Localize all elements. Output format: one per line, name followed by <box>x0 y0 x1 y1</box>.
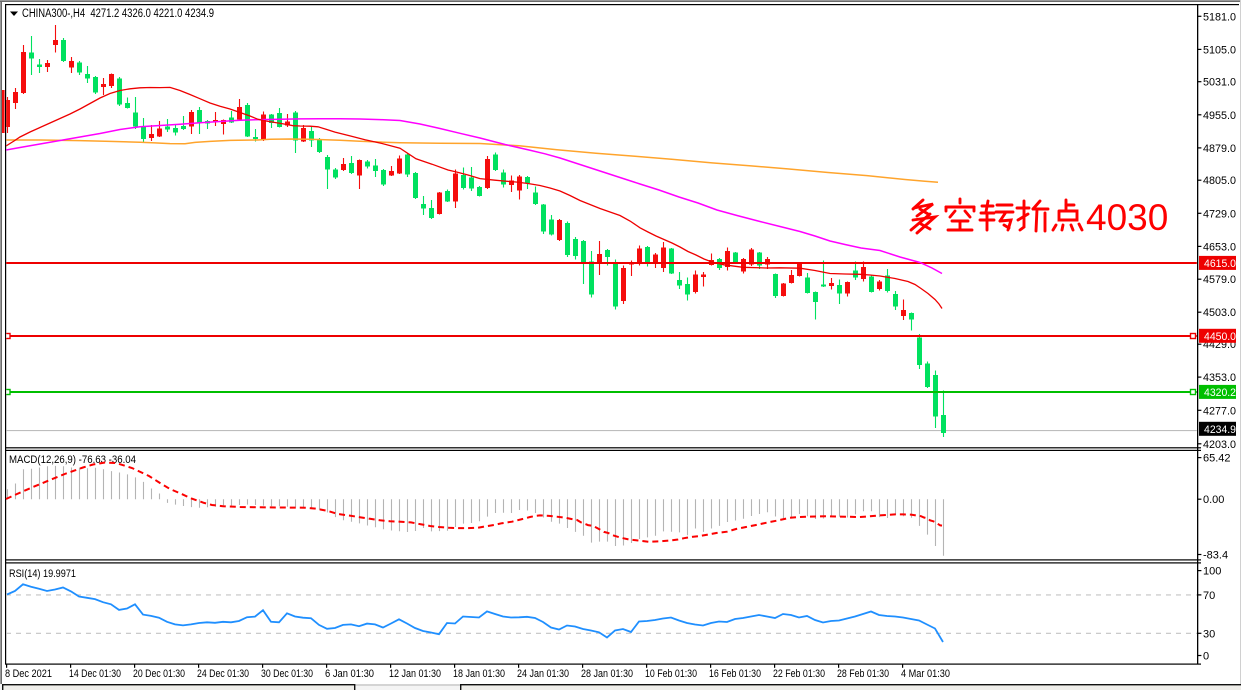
svg-text:24 Dec 01:30: 24 Dec 01:30 <box>197 668 249 680</box>
svg-text:4277.0: 4277.0 <box>1203 405 1236 417</box>
svg-text:22 Feb 01:30: 22 Feb 01:30 <box>773 668 825 680</box>
svg-text:28 Jan 01:30: 28 Jan 01:30 <box>581 668 633 680</box>
svg-text:5031.0: 5031.0 <box>1203 77 1236 89</box>
svg-text:14 Dec 01:30: 14 Dec 01:30 <box>69 668 121 680</box>
svg-text:8 Dec 2021: 8 Dec 2021 <box>5 668 52 680</box>
svg-text:4450.0: 4450.0 <box>1204 331 1236 343</box>
svg-text:5181.0: 5181.0 <box>1203 11 1236 23</box>
svg-text:12 Jan 01:30: 12 Jan 01:30 <box>389 668 441 680</box>
svg-text:4 Mar 01:30: 4 Mar 01:30 <box>901 668 950 680</box>
svg-text:20 Dec 01:30: 20 Dec 01:30 <box>133 668 185 680</box>
svg-text:4234.9: 4234.9 <box>1204 424 1236 436</box>
svg-text:4203.0: 4203.0 <box>1203 439 1236 451</box>
svg-text:4503.0: 4503.0 <box>1203 307 1236 319</box>
svg-text:4030: 4030 <box>1086 197 1168 238</box>
svg-text:RSI(14) 19.9971: RSI(14) 19.9971 <box>9 568 76 580</box>
svg-text:4879.0: 4879.0 <box>1203 143 1236 155</box>
svg-text:6 Jan 01:30: 6 Jan 01:30 <box>325 668 374 680</box>
svg-text:-83.4: -83.4 <box>1203 550 1228 562</box>
svg-text:4615.0: 4615.0 <box>1204 258 1236 270</box>
svg-text:4729.0: 4729.0 <box>1203 208 1236 220</box>
svg-text:4955.0: 4955.0 <box>1203 110 1236 122</box>
svg-text:MACD(12,26,9) -76.63 -36.04: MACD(12,26,9) -76.63 -36.04 <box>9 454 136 466</box>
svg-text:0.00: 0.00 <box>1203 494 1224 506</box>
svg-text:4320.2: 4320.2 <box>1204 387 1236 399</box>
svg-text:24 Jan 01:30: 24 Jan 01:30 <box>517 668 569 680</box>
svg-text:0: 0 <box>1203 651 1209 663</box>
svg-text:4353.0: 4353.0 <box>1203 372 1236 384</box>
svg-text:100: 100 <box>1203 566 1221 578</box>
svg-text:4579.0: 4579.0 <box>1203 274 1236 286</box>
svg-text:30 Dec 01:30: 30 Dec 01:30 <box>261 668 313 680</box>
svg-text:4653.0: 4653.0 <box>1203 241 1236 253</box>
svg-text:5105.0: 5105.0 <box>1203 44 1236 56</box>
svg-text:28 Feb 01:30: 28 Feb 01:30 <box>837 668 889 680</box>
svg-text:16 Feb 01:30: 16 Feb 01:30 <box>709 668 761 680</box>
svg-text:CHINA300-,H4 4271.2 4326.0 42: CHINA300-,H4 4271.2 4326.0 4221.0 4234.9 <box>22 8 214 20</box>
svg-text:30: 30 <box>1203 628 1215 640</box>
svg-text:10 Feb 01:30: 10 Feb 01:30 <box>645 668 697 680</box>
svg-text:70: 70 <box>1203 590 1215 602</box>
svg-text:4805.0: 4805.0 <box>1203 175 1236 187</box>
svg-text:65.42: 65.42 <box>1203 453 1231 465</box>
svg-text:18 Jan 01:30: 18 Jan 01:30 <box>453 668 505 680</box>
